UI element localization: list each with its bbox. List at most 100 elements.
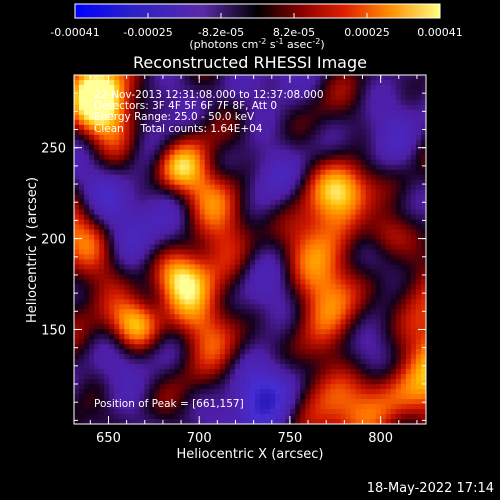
heatmap-cell	[360, 409, 367, 415]
heatmap-cell	[119, 254, 125, 261]
heatmap-cell	[340, 384, 347, 390]
heatmap-cell	[355, 379, 362, 385]
heatmap-cell	[270, 149, 276, 156]
heatmap-cell	[370, 384, 377, 390]
heatmap-cell	[199, 194, 206, 201]
heatmap-cell	[275, 154, 281, 161]
heatmap-cell	[229, 169, 236, 176]
heatmap-cell	[154, 134, 161, 141]
heatmap-cell	[234, 189, 241, 196]
heatmap-cell	[99, 129, 105, 136]
heatmap-cell	[84, 349, 90, 355]
heatmap-cell	[355, 174, 362, 181]
heatmap-cell	[310, 269, 316, 276]
heatmap-cell	[194, 269, 201, 276]
heatmap-cell	[194, 89, 201, 96]
heatmap-cell	[159, 354, 166, 360]
heatmap-cell	[214, 199, 221, 206]
heatmap-cell	[325, 169, 332, 176]
heatmap-cell	[260, 149, 266, 156]
heatmap-cell	[239, 134, 246, 141]
heatmap-cell	[330, 164, 337, 171]
heatmap-cell	[365, 289, 372, 295]
heatmap-cell	[350, 389, 357, 395]
heatmap-cell	[390, 344, 397, 350]
heatmap-cell	[124, 374, 130, 380]
heatmap-cell	[109, 409, 115, 415]
heatmap-cell	[144, 349, 151, 355]
heatmap-cell	[199, 384, 206, 390]
heatmap-cell	[169, 119, 176, 126]
heatmap-cell	[250, 134, 256, 141]
heatmap-cell	[330, 339, 337, 345]
heatmap-cell	[209, 174, 216, 181]
heatmap-cell	[405, 394, 412, 400]
heatmap-cell	[129, 329, 135, 335]
heatmap-cell	[224, 104, 231, 111]
heatmap-cell	[219, 224, 226, 231]
heatmap-cell	[330, 389, 337, 395]
heatmap-cell	[119, 344, 125, 350]
heatmap-cell	[179, 149, 186, 156]
heatmap-cell	[390, 324, 397, 330]
heatmap-cell	[290, 419, 296, 424]
heatmap-cell	[169, 159, 176, 166]
heatmap-cell	[219, 99, 226, 106]
heatmap-cell	[239, 279, 246, 285]
heatmap-cell	[415, 129, 422, 136]
heatmap-cell	[300, 389, 306, 395]
heatmap-cell	[255, 244, 261, 251]
heatmap-cell	[124, 319, 130, 325]
heatmap-cell	[94, 339, 100, 345]
heatmap-cell	[260, 75, 266, 81]
heatmap-cell	[320, 244, 327, 251]
heatmap-cell	[250, 199, 256, 206]
heatmap-cell	[325, 369, 332, 375]
heatmap-cell	[420, 319, 426, 325]
heatmap-cell	[194, 194, 201, 201]
heatmap-cell	[194, 219, 201, 226]
heatmap-cell	[209, 384, 216, 390]
heatmap-cell	[315, 394, 321, 400]
heatmap-cell	[74, 219, 80, 226]
heatmap-cell	[114, 114, 120, 121]
heatmap-cell	[154, 194, 161, 201]
heatmap-cell	[305, 209, 311, 216]
heatmap-cell	[194, 214, 201, 221]
heatmap-cell	[420, 349, 426, 355]
heatmap-cell	[265, 329, 271, 335]
heatmap-cell	[164, 109, 171, 116]
heatmap-cell	[174, 104, 181, 111]
heatmap-cell	[119, 339, 125, 345]
heatmap-cell	[345, 279, 352, 285]
heatmap-cell	[260, 184, 266, 191]
heatmap-cell	[214, 319, 221, 325]
heatmap-cell	[104, 299, 110, 305]
heatmap-cell	[380, 409, 387, 415]
heatmap-cell	[244, 379, 251, 385]
heatmap-cell	[174, 129, 181, 136]
heatmap-cell	[260, 244, 266, 251]
heatmap-cell	[169, 299, 176, 305]
heatmap-cell	[89, 289, 95, 295]
heatmap-cell	[330, 99, 337, 106]
heatmap-cell	[280, 119, 286, 126]
heatmap-cell	[164, 174, 171, 181]
heatmap-cell	[154, 379, 161, 385]
heatmap-cell	[104, 359, 110, 365]
heatmap-cell	[204, 269, 211, 276]
heatmap-cell	[104, 234, 110, 241]
heatmap-cell	[365, 269, 372, 276]
heatmap-cell	[375, 169, 382, 176]
heatmap-cell	[124, 159, 130, 166]
heatmap-cell	[295, 75, 301, 81]
heatmap-cell	[255, 234, 261, 241]
heatmap-cell	[159, 334, 166, 340]
heatmap-cell	[270, 284, 276, 290]
heatmap-cell	[390, 254, 397, 261]
heatmap-cell	[330, 364, 337, 370]
heatmap-cell	[375, 154, 382, 161]
heatmap-cell	[315, 219, 321, 226]
heatmap-cell	[144, 209, 151, 216]
heatmap-cell	[224, 344, 231, 350]
